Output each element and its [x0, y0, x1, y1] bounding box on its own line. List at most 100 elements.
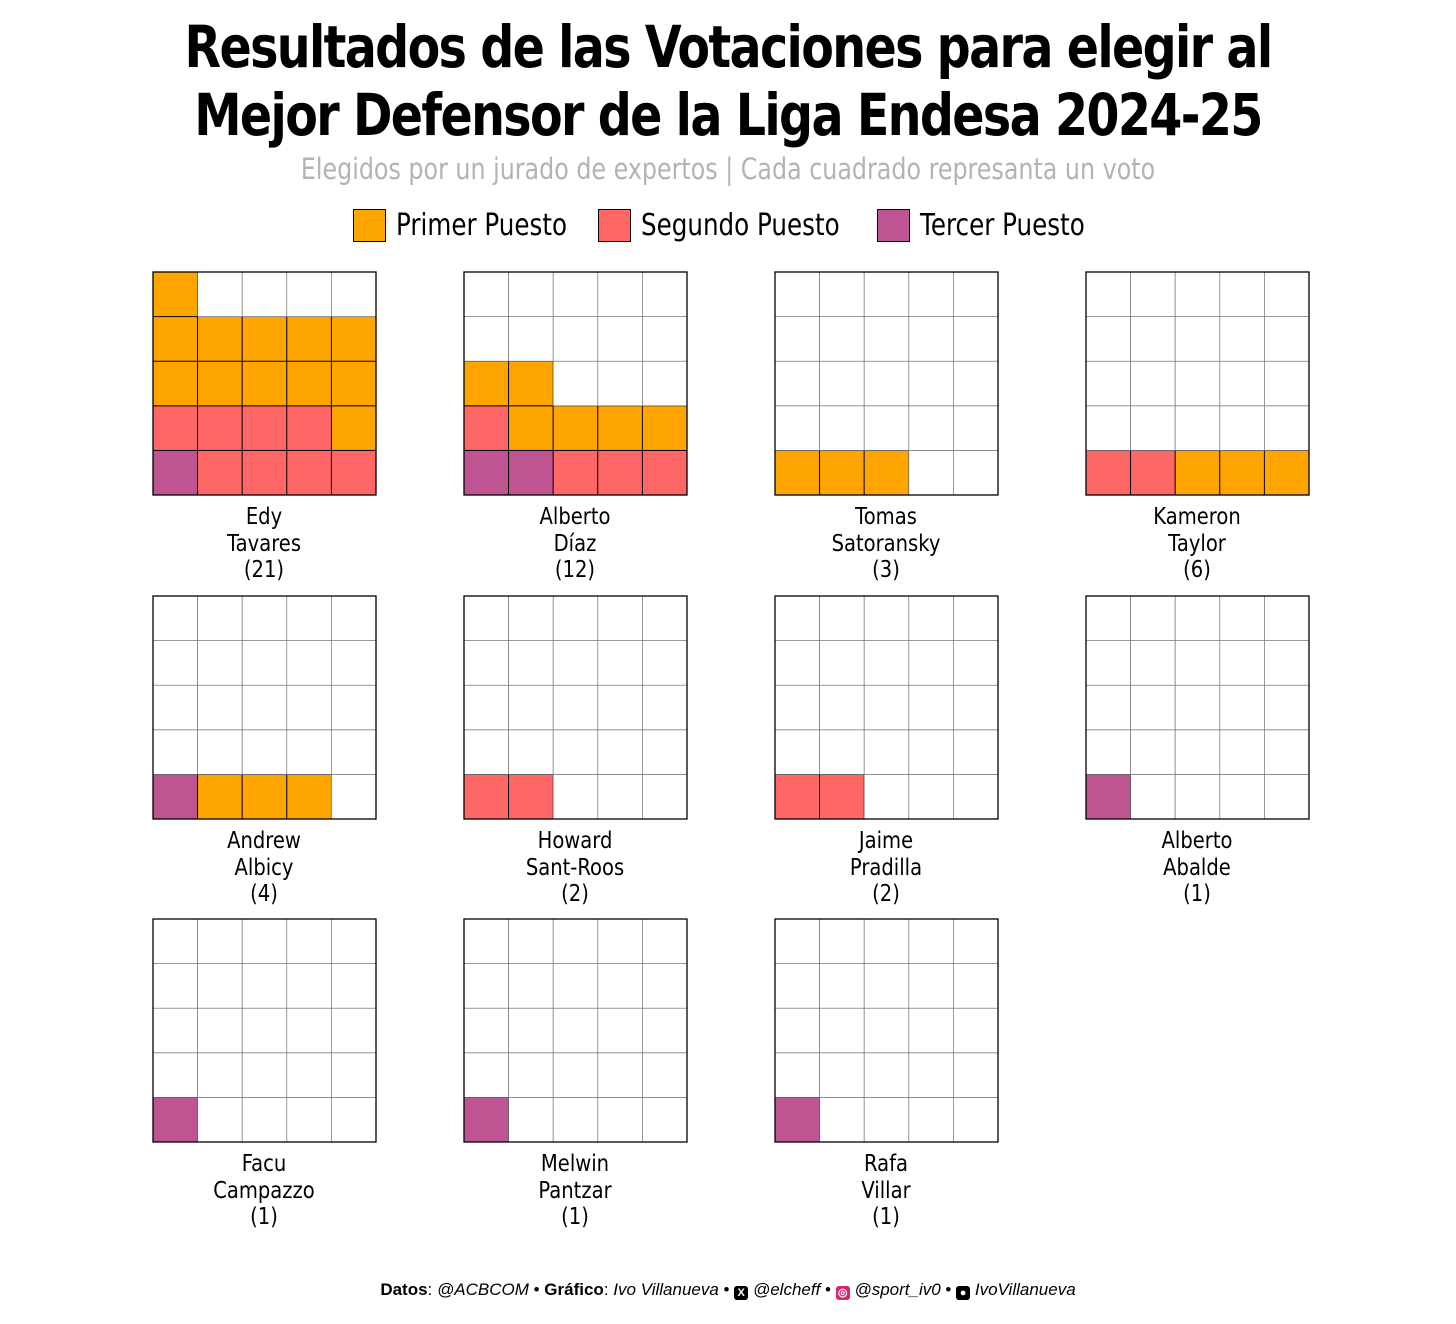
empty-square [819, 729, 865, 775]
empty-square [774, 729, 820, 775]
vote-square [241, 316, 288, 362]
github-icon: ● [956, 1286, 971, 1300]
player-last-name: Pradilla [849, 854, 923, 881]
empty-square [197, 1007, 243, 1054]
empty-square [597, 640, 643, 686]
player-last-name: Abalde [1163, 854, 1231, 881]
waffle-grid [1085, 595, 1310, 820]
player-last-name: Villar [861, 1177, 911, 1204]
waffle-grid [774, 595, 999, 820]
empty-square [597, 918, 643, 964]
empty-square [152, 729, 198, 775]
waffle-grid [774, 918, 999, 1143]
empty-square [597, 595, 643, 641]
empty-square [1219, 271, 1265, 317]
player-last-name: Pantzar [538, 1177, 612, 1204]
empty-square [552, 963, 599, 1009]
empty-square [552, 316, 599, 362]
legend-swatch-second [598, 209, 632, 242]
empty-square [642, 360, 688, 407]
empty-square [463, 1007, 509, 1054]
waffle-panel: Jaime Pradilla (2) [774, 595, 999, 908]
empty-square [1130, 595, 1176, 641]
empty-square [152, 918, 198, 964]
empty-square [642, 595, 688, 641]
player-first-name: Rafa [863, 1151, 908, 1177]
empty-square [331, 729, 377, 775]
empty-square [241, 918, 288, 964]
footer-instagram: @sport_iv0 [854, 1280, 941, 1299]
empty-square [241, 1007, 288, 1054]
player-label: Alberto Díaz (12) [480, 504, 670, 584]
vote-square [508, 360, 554, 407]
empty-square [597, 1007, 643, 1054]
empty-square [331, 774, 377, 820]
waffle-grid [774, 271, 999, 496]
empty-square [152, 684, 198, 731]
empty-square [1264, 684, 1310, 731]
empty-square [241, 595, 288, 641]
empty-square [1174, 271, 1221, 317]
legend: Primer Puesto Segundo Puesto Tercer Pues… [0, 208, 1456, 243]
empty-square [1264, 729, 1310, 775]
empty-square [1264, 316, 1310, 362]
vote-square [1130, 449, 1176, 496]
empty-square [953, 271, 999, 317]
waffle-panel: Rafa Villar (1) [774, 918, 999, 1231]
empty-square [241, 640, 288, 686]
empty-square [1130, 640, 1176, 686]
empty-square [642, 729, 688, 775]
vote-square [330, 449, 377, 496]
vote-square [197, 449, 243, 496]
empty-square [552, 1007, 599, 1054]
vote-square [286, 405, 332, 451]
empty-square [508, 1052, 554, 1098]
vote-square [152, 449, 199, 496]
waffle-grid [152, 271, 377, 496]
player-vote-total: (3) [872, 557, 900, 583]
player-vote-total: (12) [554, 557, 596, 583]
empty-square [286, 640, 332, 686]
vote-square [863, 449, 910, 496]
empty-square [1264, 640, 1310, 686]
player-first-name: Alberto [1161, 828, 1233, 854]
player-last-name: Sant-Roos [525, 854, 625, 881]
empty-square [552, 1097, 599, 1143]
legend-swatch-first [352, 209, 386, 242]
player-label: Tomas Satoransky (3) [791, 504, 981, 584]
empty-square [1219, 640, 1265, 686]
player-first-name: Facu [241, 1151, 287, 1177]
empty-square [463, 640, 509, 686]
empty-square [286, 1097, 332, 1143]
empty-square [863, 595, 910, 641]
empty-square [953, 1052, 999, 1098]
empty-square [642, 774, 688, 820]
footer-datos-label: Datos [380, 1280, 428, 1299]
empty-square [197, 684, 243, 731]
empty-square [552, 684, 599, 731]
player-last-name: Taylor [1168, 530, 1226, 557]
player-vote-total: (21) [243, 557, 285, 583]
vote-square [774, 449, 821, 496]
player-label: Andrew Albicy (4) [169, 828, 359, 908]
empty-square [286, 271, 332, 317]
empty-square [953, 595, 999, 641]
vote-square [1085, 449, 1132, 496]
empty-square [463, 729, 509, 775]
legend-item-third: Tercer Puesto [877, 208, 1103, 243]
empty-square [1174, 684, 1221, 731]
waffle-border [152, 595, 377, 820]
waffle-border [1085, 271, 1310, 496]
footer-grafico-label: Gráfico [544, 1280, 604, 1299]
empty-square [642, 963, 688, 1009]
player-first-name: Howard [537, 828, 613, 854]
player-last-name: Díaz [553, 530, 597, 557]
empty-square [863, 774, 910, 820]
waffle-panel: Kameron Taylor (6) [1085, 271, 1310, 584]
empty-square [819, 1007, 865, 1054]
vote-square [597, 449, 643, 496]
player-label: Howard Sant-Roos (2) [480, 828, 670, 908]
empty-square [863, 1052, 910, 1098]
waffle-grid [152, 595, 377, 820]
empty-square [1219, 316, 1265, 362]
